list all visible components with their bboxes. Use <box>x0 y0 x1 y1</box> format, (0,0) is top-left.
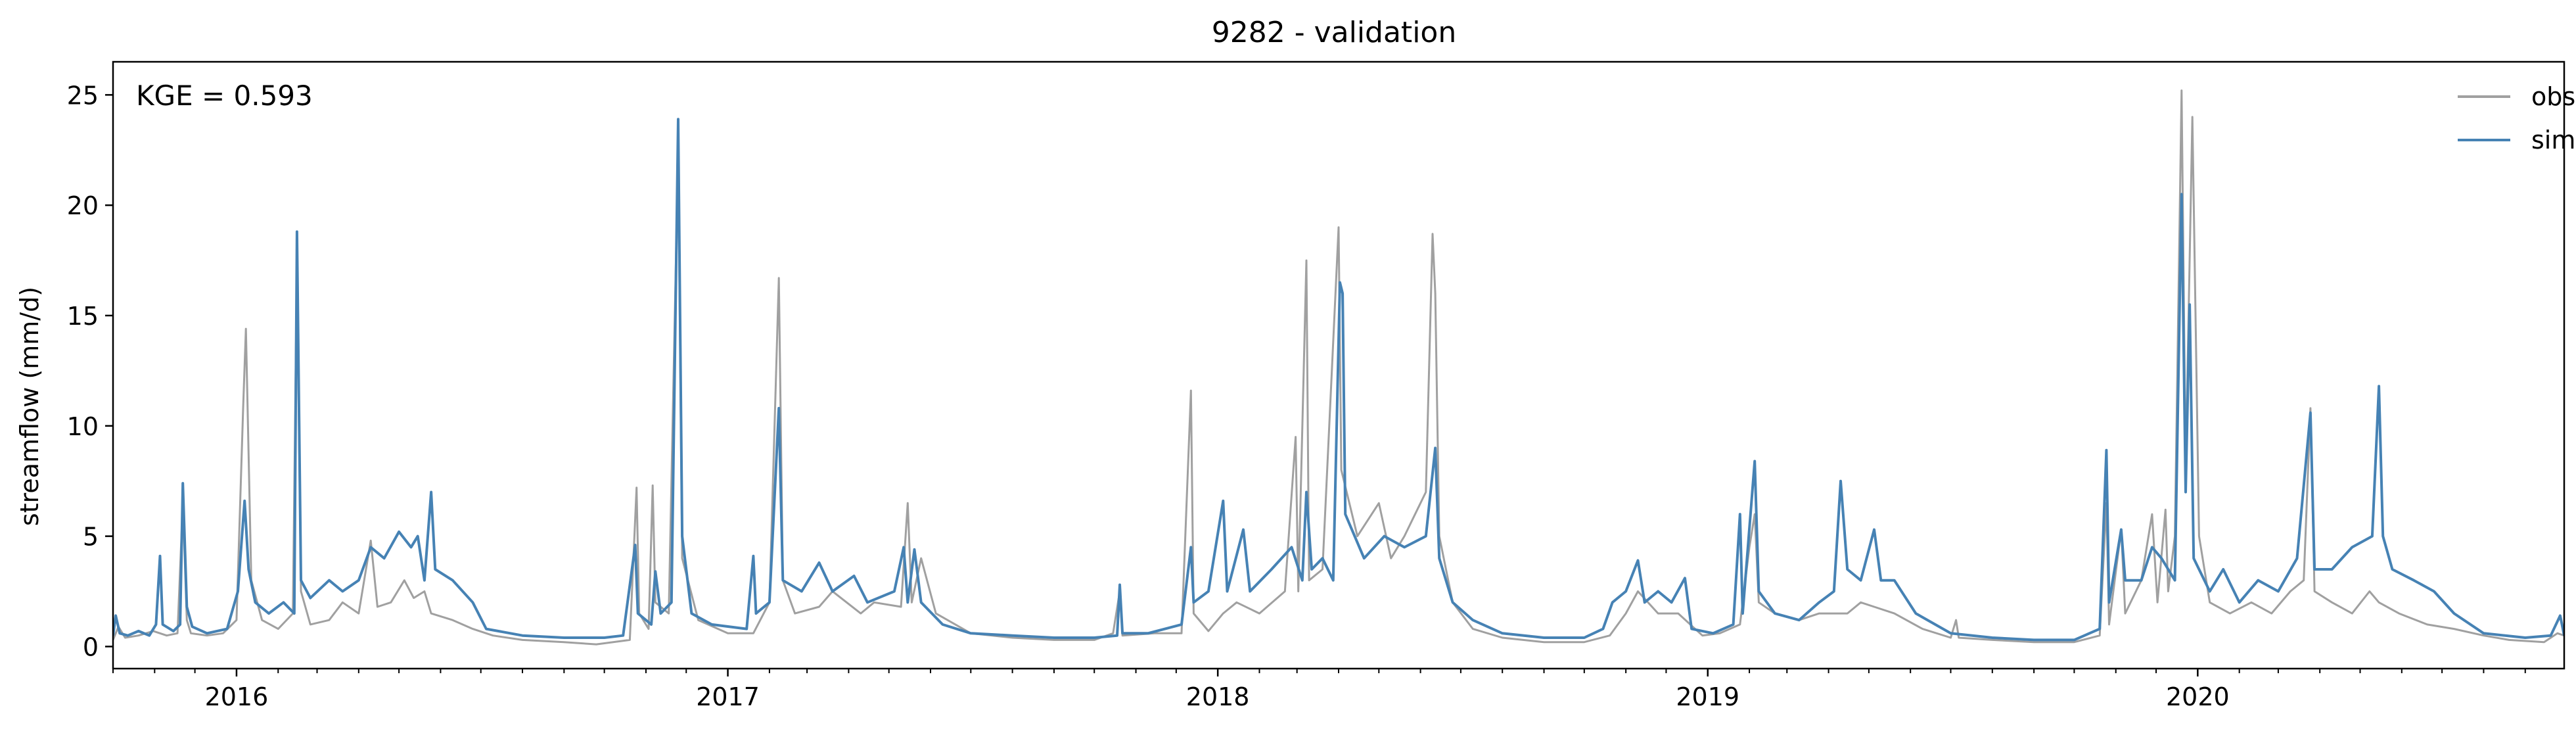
x-tick-label: 2020 <box>2166 682 2230 711</box>
series-obs-line <box>113 89 2564 646</box>
y-tick-label: 0 <box>83 632 99 661</box>
y-tick-label: 20 <box>67 191 99 220</box>
y-tick-label: 25 <box>67 81 99 110</box>
series-sim-line <box>113 118 2564 642</box>
y-tick-label: 5 <box>83 523 99 552</box>
kge-annotation: KGE = 0.593 <box>136 80 313 112</box>
x-axis-ticks: 2016 2017 2018 2019 2020 <box>112 669 2526 711</box>
plot-frame <box>112 60 2565 670</box>
x-tick-label: 2016 <box>205 682 269 711</box>
series-layer <box>113 89 2564 646</box>
x-tick-label: 2019 <box>1676 682 1739 711</box>
legend-sim-label: sim <box>2531 126 2575 154</box>
legend-obs-label: obs <box>2531 82 2575 111</box>
x-tick-label: 2017 <box>696 682 760 711</box>
y-axis-ticks: 0 5 10 15 20 25 <box>67 81 113 661</box>
y-axis-label: streamflow (mm/d) <box>15 287 44 526</box>
y-tick-label: 10 <box>67 412 99 441</box>
chart-title: 9282 - validation <box>1212 16 1456 49</box>
x-tick-label: 2018 <box>1186 682 1250 711</box>
legend: obs sim <box>2458 82 2575 154</box>
y-tick-label: 15 <box>67 302 99 331</box>
